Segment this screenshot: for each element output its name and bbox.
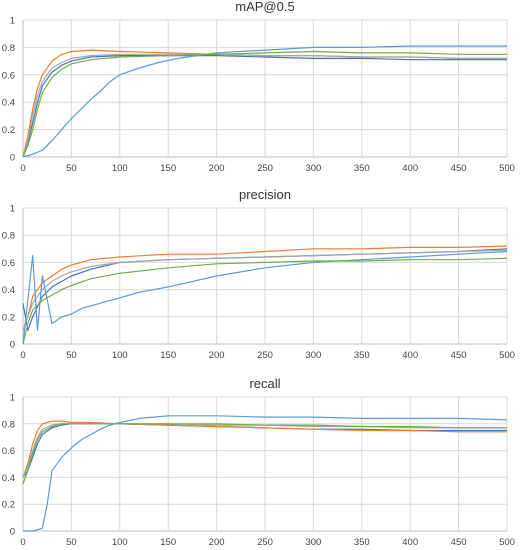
chart-0: mAP@0.5 0 0.2 0.4 0.6 0.8 1 0 50 100 150 200 250 300 3… (2, 0, 515, 174)
y-tick-label: 0.6 (2, 70, 15, 81)
x-tick-label: 0 (20, 537, 25, 548)
x-tick-label: 250 (257, 537, 273, 548)
x-tick-label: 350 (354, 163, 370, 174)
y-tick-label: 0.8 (2, 419, 15, 430)
series-line-3 (23, 415, 508, 532)
chart-title: precision (239, 187, 291, 202)
series-line-1 (22, 245, 508, 331)
y-tick-label: 1 (10, 204, 15, 215)
chart-2: recall 0 0.2 0.4 0.6 0.8 1 0 50 100 150 200 250 300 35… (2, 376, 515, 548)
x-tick-label: 450 (451, 537, 467, 548)
series-line-4 (22, 423, 507, 485)
x-tick-label: 0 (20, 350, 25, 361)
y-tick-label: 0.8 (2, 43, 15, 54)
series-line-3 (22, 250, 508, 345)
x-tick-label: 200 (209, 537, 225, 548)
series-line-4 (22, 257, 508, 345)
x-tick-label: 100 (112, 163, 128, 174)
x-tick-label: 250 (257, 350, 273, 361)
series-line-4 (22, 50, 507, 158)
x-tick-label: 450 (451, 350, 467, 361)
series-line-1 (22, 420, 507, 478)
y-tick-label: 0.2 (2, 125, 15, 136)
y-tick-label: 0.2 (2, 500, 15, 511)
x-tick-label: 100 (112, 537, 128, 548)
x-tick-label: 400 (402, 350, 418, 361)
y-tick-label: 0.4 (2, 98, 15, 109)
chart-title: mAP@0.5 (235, 0, 294, 14)
y-tick-label: 0.6 (2, 258, 15, 269)
x-tick-label: 150 (160, 537, 176, 548)
y-tick-label: 0 (10, 153, 15, 164)
x-tick-label: 50 (66, 537, 77, 548)
x-tick-label: 300 (305, 163, 321, 174)
x-tick-label: 350 (354, 350, 370, 361)
chart-title: recall (249, 376, 280, 391)
series-line-3 (22, 45, 507, 158)
chart-1: precision 0 0.2 0.4 0.6 0.8 1 0 50 100 150 200 250 30… (2, 187, 515, 361)
y-tick-label: 0.8 (2, 231, 15, 242)
x-tick-label: 450 (451, 163, 467, 174)
x-tick-label: 200 (209, 163, 225, 174)
x-tick-label: 500 (499, 537, 515, 548)
x-tick-label: 500 (499, 350, 515, 361)
y-tick-label: 1 (10, 393, 15, 404)
x-tick-label: 50 (66, 163, 77, 174)
x-tick-label: 350 (354, 537, 370, 548)
y-tick-label: 0.6 (2, 446, 15, 457)
x-tick-label: 400 (402, 163, 418, 174)
x-tick-label: 50 (66, 350, 77, 361)
x-tick-label: 200 (209, 350, 225, 361)
series-line-2 (22, 249, 508, 331)
series-line-0 (22, 54, 507, 158)
x-tick-label: 150 (160, 350, 176, 361)
x-tick-label: 500 (499, 163, 515, 174)
x-tick-label: 0 (20, 163, 25, 174)
y-tick-label: 0.4 (2, 473, 15, 484)
y-tick-label: 0 (10, 527, 15, 538)
x-tick-label: 150 (160, 163, 176, 174)
y-tick-label: 1 (10, 16, 15, 27)
x-tick-label: 300 (305, 537, 321, 548)
x-tick-label: 400 (402, 537, 418, 548)
y-tick-label: 0 (10, 340, 15, 351)
x-tick-label: 300 (305, 350, 321, 361)
series-line-2 (22, 53, 507, 158)
x-tick-label: 100 (112, 350, 128, 361)
y-tick-label: 0.4 (2, 285, 15, 296)
y-tick-label: 0.2 (2, 312, 15, 323)
x-tick-label: 250 (257, 163, 273, 174)
